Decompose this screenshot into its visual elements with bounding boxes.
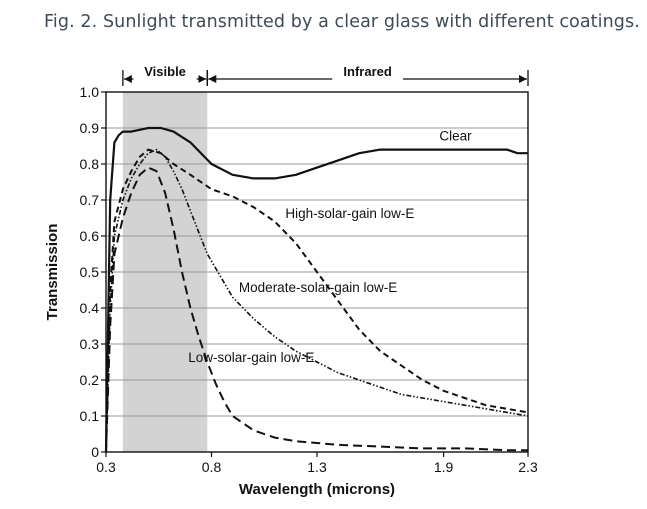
x-tick-label: 0.3 <box>96 459 116 475</box>
y-tick-label: 0.9 <box>80 120 100 136</box>
y-tick-label: 0.7 <box>80 192 100 208</box>
y-tick-label: 0.4 <box>80 300 100 316</box>
visible-region-label: Visible <box>144 64 186 79</box>
y-axis-label: Transmission <box>44 224 61 321</box>
infrared-label-backdrop <box>332 70 404 87</box>
annotation-high-solar-gain-low-e: High-solar-gain low-E <box>285 206 414 221</box>
infrared-region-label: Infrared <box>343 64 391 79</box>
figure-caption: Fig. 2. Sunlight transmitted by a clear … <box>44 12 640 32</box>
x-axis-label: Wavelength (microns) <box>239 481 395 498</box>
y-tick-label: 1.0 <box>80 84 100 100</box>
visible-label-backdrop <box>133 70 197 87</box>
x-tick-label: 1.3 <box>307 459 327 475</box>
series-line-moderate-solar-gain-low-e <box>105 148 529 453</box>
y-tick-label: 0.5 <box>80 264 100 280</box>
annotation-clear: Clear <box>439 129 472 144</box>
y-tick-label: 0.1 <box>80 408 100 424</box>
annotation-low-solar-gain-low-e: Low-solar-gain low-E <box>188 350 314 365</box>
y-tick-label: 0.8 <box>80 156 100 172</box>
y-tick-label: 0 <box>91 444 99 460</box>
y-tick-label: 0.3 <box>80 336 100 352</box>
annotation-moderate-solar-gain-low-e: Moderate-solar-gain low-E <box>239 280 397 295</box>
y-tick-label: 0.6 <box>80 228 100 244</box>
series-line-low-solar-gain-low-e <box>105 166 528 453</box>
series-line-clear <box>104 126 528 453</box>
x-tick-label: 2.3 <box>518 459 538 475</box>
x-tick-label: 1.9 <box>434 459 454 475</box>
series-line-high-solar-gain-low-e <box>105 148 529 453</box>
x-tick-label: 0.8 <box>202 459 222 475</box>
y-tick-label: 0.2 <box>80 372 100 388</box>
